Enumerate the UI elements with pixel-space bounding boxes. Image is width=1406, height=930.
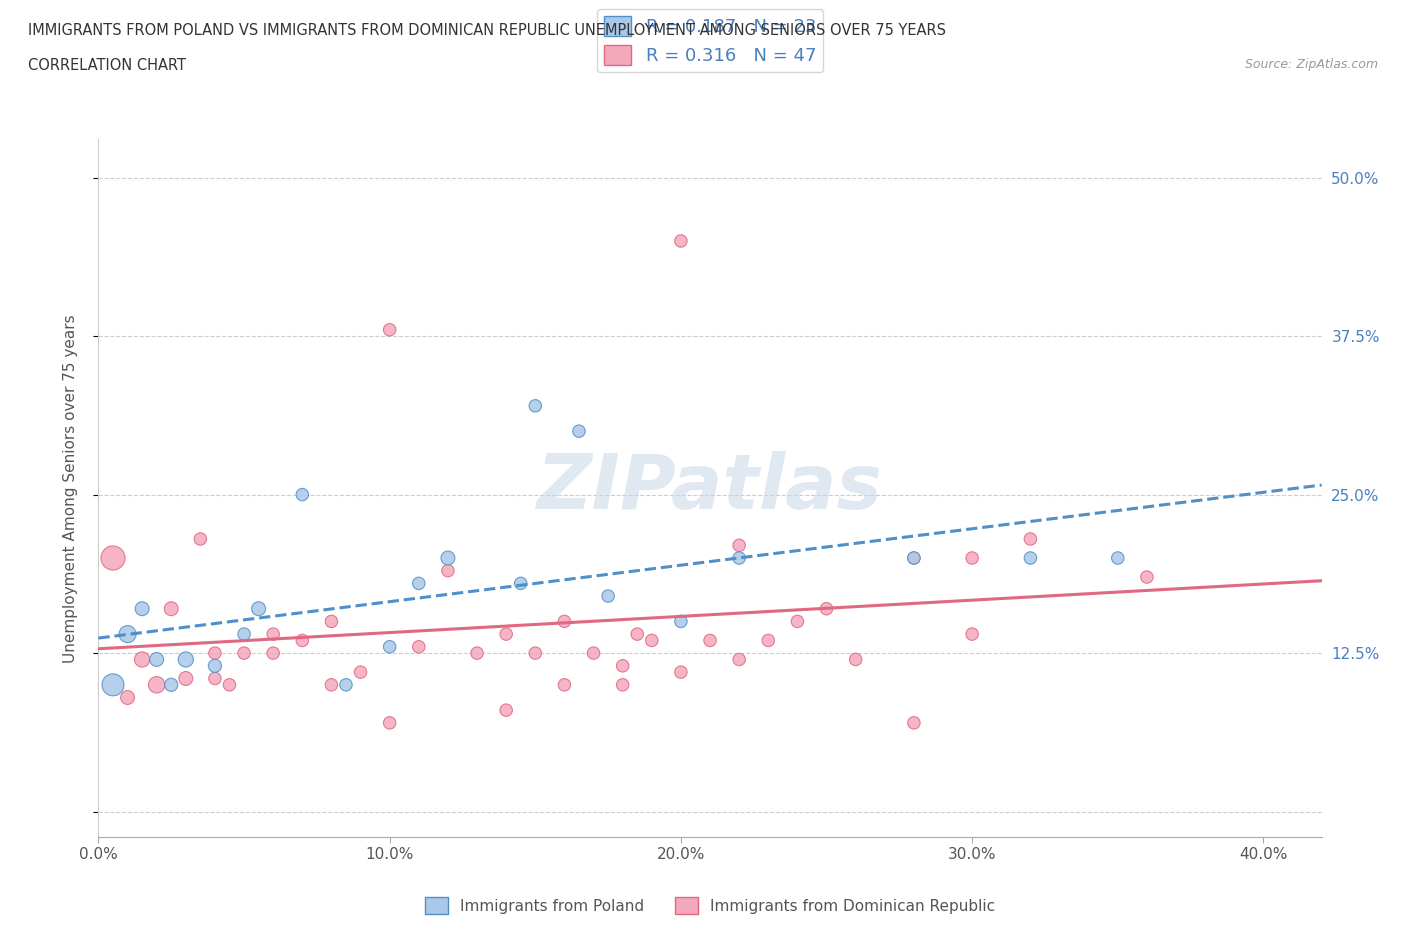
Point bbox=[101, 677, 124, 692]
Point bbox=[1019, 551, 1042, 565]
Point bbox=[612, 658, 634, 673]
Point bbox=[160, 602, 183, 617]
Point bbox=[903, 715, 925, 730]
Point bbox=[641, 633, 664, 648]
Text: IMMIGRANTS FROM POLAND VS IMMIGRANTS FROM DOMINICAN REPUBLIC UNEMPLOYMENT AMONG : IMMIGRANTS FROM POLAND VS IMMIGRANTS FRO… bbox=[28, 23, 946, 38]
Point bbox=[204, 645, 226, 660]
Point bbox=[262, 627, 284, 642]
Point bbox=[903, 551, 925, 565]
Point bbox=[233, 627, 256, 642]
Point bbox=[612, 677, 634, 692]
Point bbox=[160, 677, 183, 692]
Point bbox=[321, 677, 343, 692]
Point bbox=[728, 652, 751, 667]
Point bbox=[626, 627, 648, 642]
Y-axis label: Unemployment Among Seniors over 75 years: Unemployment Among Seniors over 75 years bbox=[63, 314, 77, 662]
Point bbox=[174, 652, 197, 667]
Point bbox=[218, 677, 240, 692]
Point bbox=[321, 614, 343, 629]
Point bbox=[188, 532, 212, 547]
Point bbox=[728, 538, 751, 552]
Point bbox=[145, 677, 167, 692]
Point bbox=[335, 677, 357, 692]
Point bbox=[291, 487, 314, 502]
Point bbox=[131, 652, 153, 667]
Point bbox=[408, 639, 430, 654]
Point bbox=[378, 323, 401, 338]
Point bbox=[509, 576, 531, 591]
Point bbox=[669, 233, 692, 248]
Point bbox=[437, 551, 460, 565]
Point bbox=[117, 690, 139, 705]
Point bbox=[101, 551, 124, 565]
Point bbox=[1019, 532, 1042, 547]
Point bbox=[1136, 569, 1159, 584]
Text: CORRELATION CHART: CORRELATION CHART bbox=[28, 58, 186, 73]
Point bbox=[845, 652, 868, 667]
Point bbox=[145, 652, 167, 667]
Point bbox=[553, 614, 575, 629]
Point bbox=[247, 602, 270, 617]
Point bbox=[596, 589, 619, 604]
Point bbox=[1107, 551, 1129, 565]
Point bbox=[960, 627, 983, 642]
Point bbox=[903, 551, 925, 565]
Point bbox=[437, 564, 460, 578]
Text: ZIPatlas: ZIPatlas bbox=[537, 451, 883, 525]
Point bbox=[378, 715, 401, 730]
Point bbox=[174, 671, 197, 686]
Point bbox=[815, 602, 838, 617]
Point bbox=[262, 645, 284, 660]
Point bbox=[131, 602, 153, 617]
Point bbox=[291, 633, 314, 648]
Point bbox=[524, 645, 547, 660]
Point bbox=[204, 671, 226, 686]
Point bbox=[408, 576, 430, 591]
Point bbox=[669, 665, 692, 680]
Point bbox=[756, 633, 779, 648]
Point bbox=[553, 677, 575, 692]
Point bbox=[117, 627, 139, 642]
Point bbox=[233, 645, 256, 660]
Point bbox=[786, 614, 808, 629]
Point bbox=[524, 398, 547, 413]
Legend: Immigrants from Poland, Immigrants from Dominican Republic: Immigrants from Poland, Immigrants from … bbox=[419, 891, 1001, 920]
Point bbox=[349, 665, 371, 680]
Point bbox=[699, 633, 721, 648]
Point bbox=[582, 645, 605, 660]
Point bbox=[204, 658, 226, 673]
Point bbox=[495, 627, 517, 642]
Text: Source: ZipAtlas.com: Source: ZipAtlas.com bbox=[1244, 58, 1378, 71]
Point bbox=[378, 639, 401, 654]
Point bbox=[568, 424, 591, 439]
Point bbox=[728, 551, 751, 565]
Point bbox=[960, 551, 983, 565]
Point bbox=[465, 645, 488, 660]
Point bbox=[495, 703, 517, 718]
Point bbox=[669, 614, 692, 629]
